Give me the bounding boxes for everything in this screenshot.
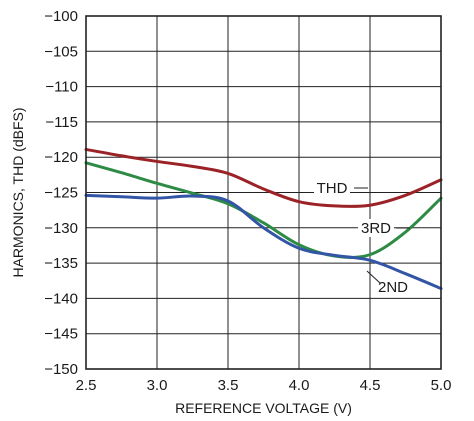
x-tick-label: 2.5 bbox=[76, 377, 97, 394]
series-label-bg bbox=[314, 179, 350, 197]
y-tick-label: −100 bbox=[44, 8, 78, 25]
y-tick-label: −125 bbox=[44, 185, 78, 202]
series-label-bg bbox=[375, 278, 411, 296]
y-tick-labels: −100 −105 −110 −115 −120 −125 −130 −135 −140 −145… bbox=[44, 8, 78, 378]
x-tick-label: 4.5 bbox=[360, 377, 381, 394]
series-label-leader bbox=[366, 270, 381, 284]
x-tick-label: 5.0 bbox=[431, 377, 452, 394]
series-line-3rd bbox=[84, 161, 443, 259]
y-tick-label: −140 bbox=[44, 290, 78, 307]
series-line-thd bbox=[84, 147, 443, 208]
series-label-thd: THD bbox=[317, 180, 348, 197]
series-lines bbox=[84, 147, 443, 291]
series-label-2nd: 2ND bbox=[378, 279, 408, 296]
x-tick-labels: 2.5 3.0 3.5 4.0 4.5 5.0 bbox=[76, 377, 452, 394]
y-tick-label: −110 bbox=[45, 79, 78, 96]
series-line-2nd bbox=[84, 193, 443, 291]
y-tick-label: −130 bbox=[44, 220, 78, 237]
y-tick-label: −150 bbox=[44, 361, 78, 378]
y-tick-label: −105 bbox=[44, 43, 78, 60]
plot-frame bbox=[85, 15, 442, 370]
x-tick-label: 3.0 bbox=[147, 377, 168, 394]
y-tick-label: −115 bbox=[45, 114, 78, 131]
x-axis-title: REFERENCE VOLTAGE (V) bbox=[175, 400, 352, 416]
x-tick-label: 4.0 bbox=[289, 377, 310, 394]
series-labels: THD 3RD 2ND bbox=[314, 179, 411, 296]
y-tick-label: −135 bbox=[44, 255, 78, 272]
y-tick-label: −145 bbox=[44, 326, 78, 343]
y-axis-title: HARMONICS, THD (dBFS) bbox=[10, 107, 26, 277]
x-tick-label: 3.5 bbox=[218, 377, 239, 394]
grid bbox=[86, 16, 441, 369]
y-tick-label: −120 bbox=[44, 149, 78, 166]
series-label-bg bbox=[358, 219, 394, 237]
series-label-3rd: 3RD bbox=[361, 220, 391, 237]
